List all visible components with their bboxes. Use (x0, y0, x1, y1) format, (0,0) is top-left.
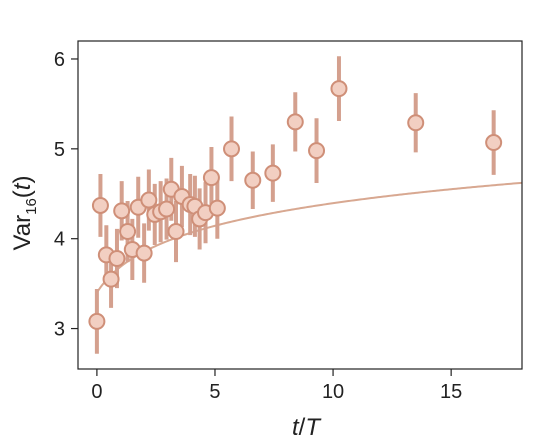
data-point (108, 249, 126, 267)
data-point (286, 113, 304, 131)
data-point (91, 196, 109, 214)
y-axis-label-base: Var (9, 215, 36, 251)
x-axis-label-sep: / (299, 414, 306, 440)
data-point (244, 171, 262, 189)
data-point (264, 164, 282, 182)
fit-curve (96, 181, 523, 294)
data-point (102, 270, 120, 288)
plot-frame (77, 40, 523, 370)
data-point (330, 80, 348, 98)
data-point (167, 223, 185, 241)
y-tick-label: 5 (54, 139, 65, 161)
plot-marks (88, 56, 523, 354)
x-axis-label-var: t (292, 414, 300, 440)
data-point (223, 140, 241, 158)
x-axis-label: t/T (292, 414, 322, 440)
x-tick-label: 5 (209, 381, 220, 403)
x-axis-label-den: T (305, 414, 322, 440)
y-tick-label: 3 (54, 319, 65, 341)
data-point (202, 169, 220, 187)
data-point (140, 191, 158, 209)
y-axis-label-open: ( (9, 190, 36, 198)
x-tick-label: 15 (440, 381, 462, 403)
y-axis-label: Var16(t) (9, 176, 40, 251)
data-point (308, 142, 326, 160)
data-point (88, 312, 106, 330)
data-point (113, 202, 131, 220)
data-point (485, 134, 503, 152)
x-tick-label: 0 (91, 381, 102, 403)
data-point (407, 114, 425, 132)
x-tick-label: 10 (322, 381, 344, 403)
data-point (208, 199, 226, 217)
data-point (135, 244, 153, 262)
data-point (119, 223, 137, 241)
y-tick-label: 6 (54, 49, 65, 71)
y-tick-label: 4 (54, 229, 65, 251)
y-axis-label-close: ) (9, 176, 36, 184)
y-axis-label-subscript: 16 (23, 198, 40, 215)
axis-ticks: 0 5 10 15 3 4 5 6 (54, 49, 462, 403)
data-point (158, 200, 176, 218)
y-axis-label-arg: t (9, 182, 36, 190)
